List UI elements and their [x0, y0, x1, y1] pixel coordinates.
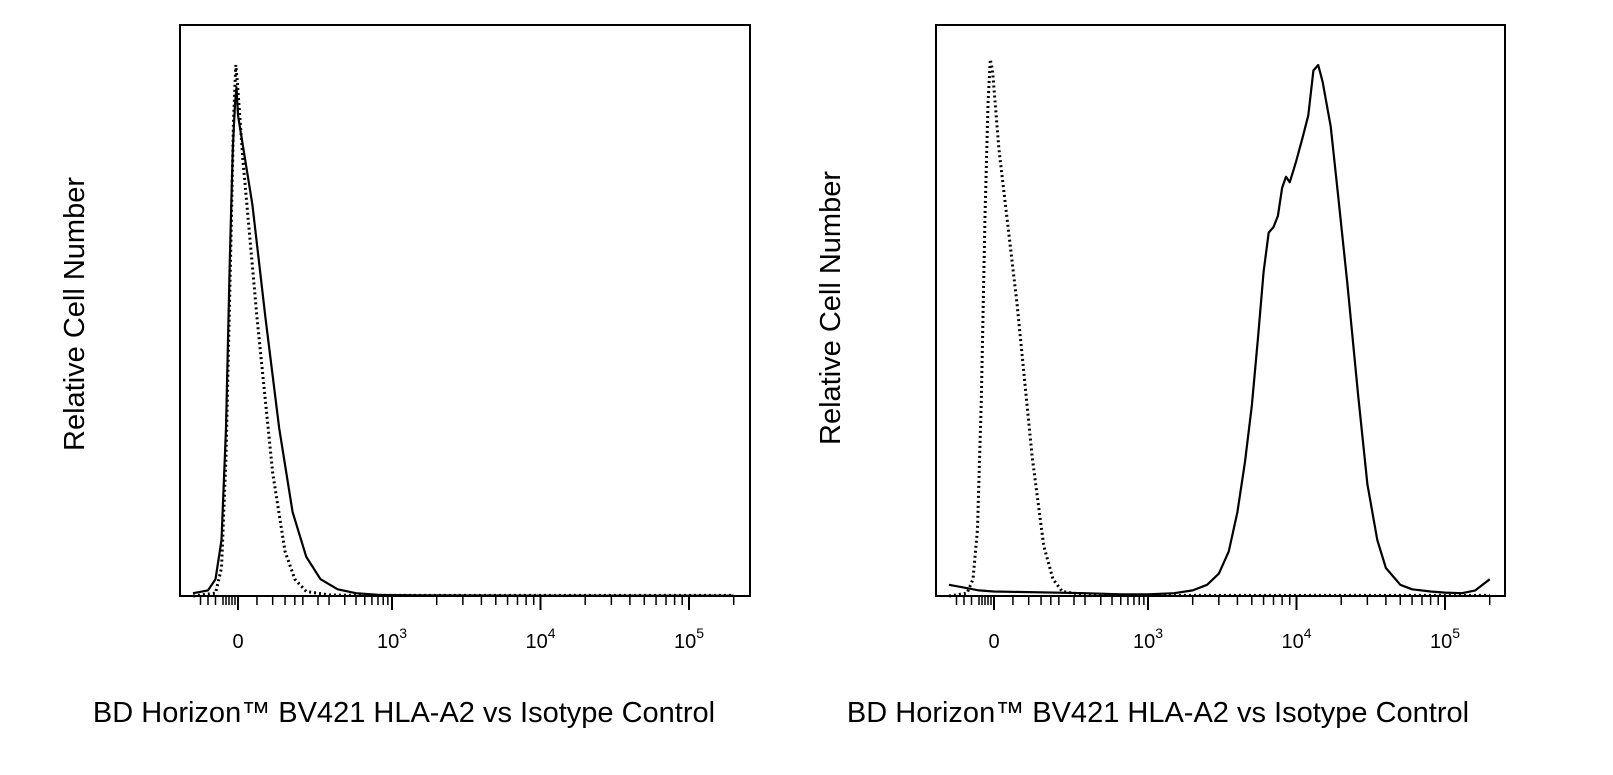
x-tick-label-right: 103 — [1133, 625, 1163, 653]
x-tick-label-left: 0 — [232, 631, 243, 653]
x-axis-label-right: BD Horizon™ BV421 HLA-A2 vs Isotype Cont… — [847, 697, 1469, 729]
plot-area-left: 0 103 104 105 — [179, 24, 751, 653]
x-tick-label-right: 0 — [988, 631, 999, 653]
histogram-chart-right: 0 103 104 105 Relative Cell Number BD Horiz… — [815, 24, 1506, 729]
plot-frame-right — [935, 24, 1506, 597]
y-axis-label-right: Relative Cell Number — [815, 171, 847, 445]
hla-a2-curve-left — [192, 86, 734, 597]
x-tick-label-right: 105 — [1430, 625, 1460, 653]
histogram-panel-right: 0 103 104 105 Relative Cell Number BD Horiz… — [806, 0, 1612, 775]
isotype-control-curve-right — [948, 59, 1490, 598]
x-tick-label-left: 103 — [377, 625, 407, 653]
y-axis-label-left: Relative Cell Number — [59, 177, 91, 451]
plot-area-right: 0 103 104 105 — [935, 24, 1506, 653]
histogram-panel-left: 0 103 104 105 Relative Cell Number BD Horiz… — [0, 0, 806, 775]
histogram-chart-left: 0 103 104 105 Relative Cell Number BD Horiz… — [59, 24, 751, 729]
hla-a2-curve-right — [948, 63, 1491, 596]
isotype-control-curve-left — [192, 64, 734, 598]
x-axis-label-left: BD Horizon™ BV421 HLA-A2 vs Isotype Cont… — [93, 697, 715, 729]
x-tick-label-right: 104 — [1281, 625, 1311, 653]
x-tick-label-left: 105 — [674, 625, 704, 653]
x-tick-label-left: 104 — [525, 625, 555, 653]
